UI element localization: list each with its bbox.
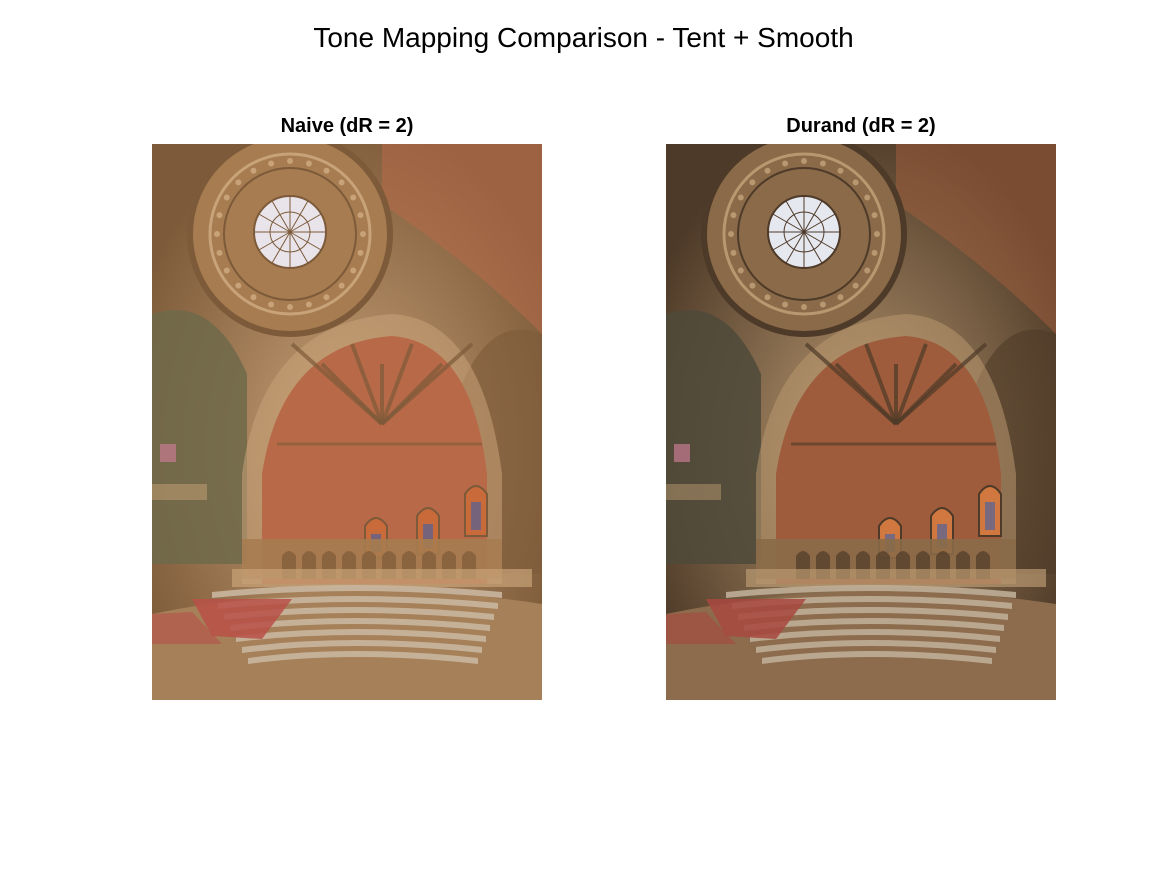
tone-mapped-image-durand [666,144,1056,700]
tone-mapped-image-naive [152,144,542,700]
figure-title: Tone Mapping Comparison - Tent + Smooth [313,22,854,53]
panel-durand: Durand (dR = 2) [666,112,1056,700]
panel-title-naive: Naive (dR = 2) [280,115,414,137]
panel-title-durand: Durand (dR = 2) [786,115,936,137]
panel-naive: Naive (dR = 2) [152,112,542,700]
